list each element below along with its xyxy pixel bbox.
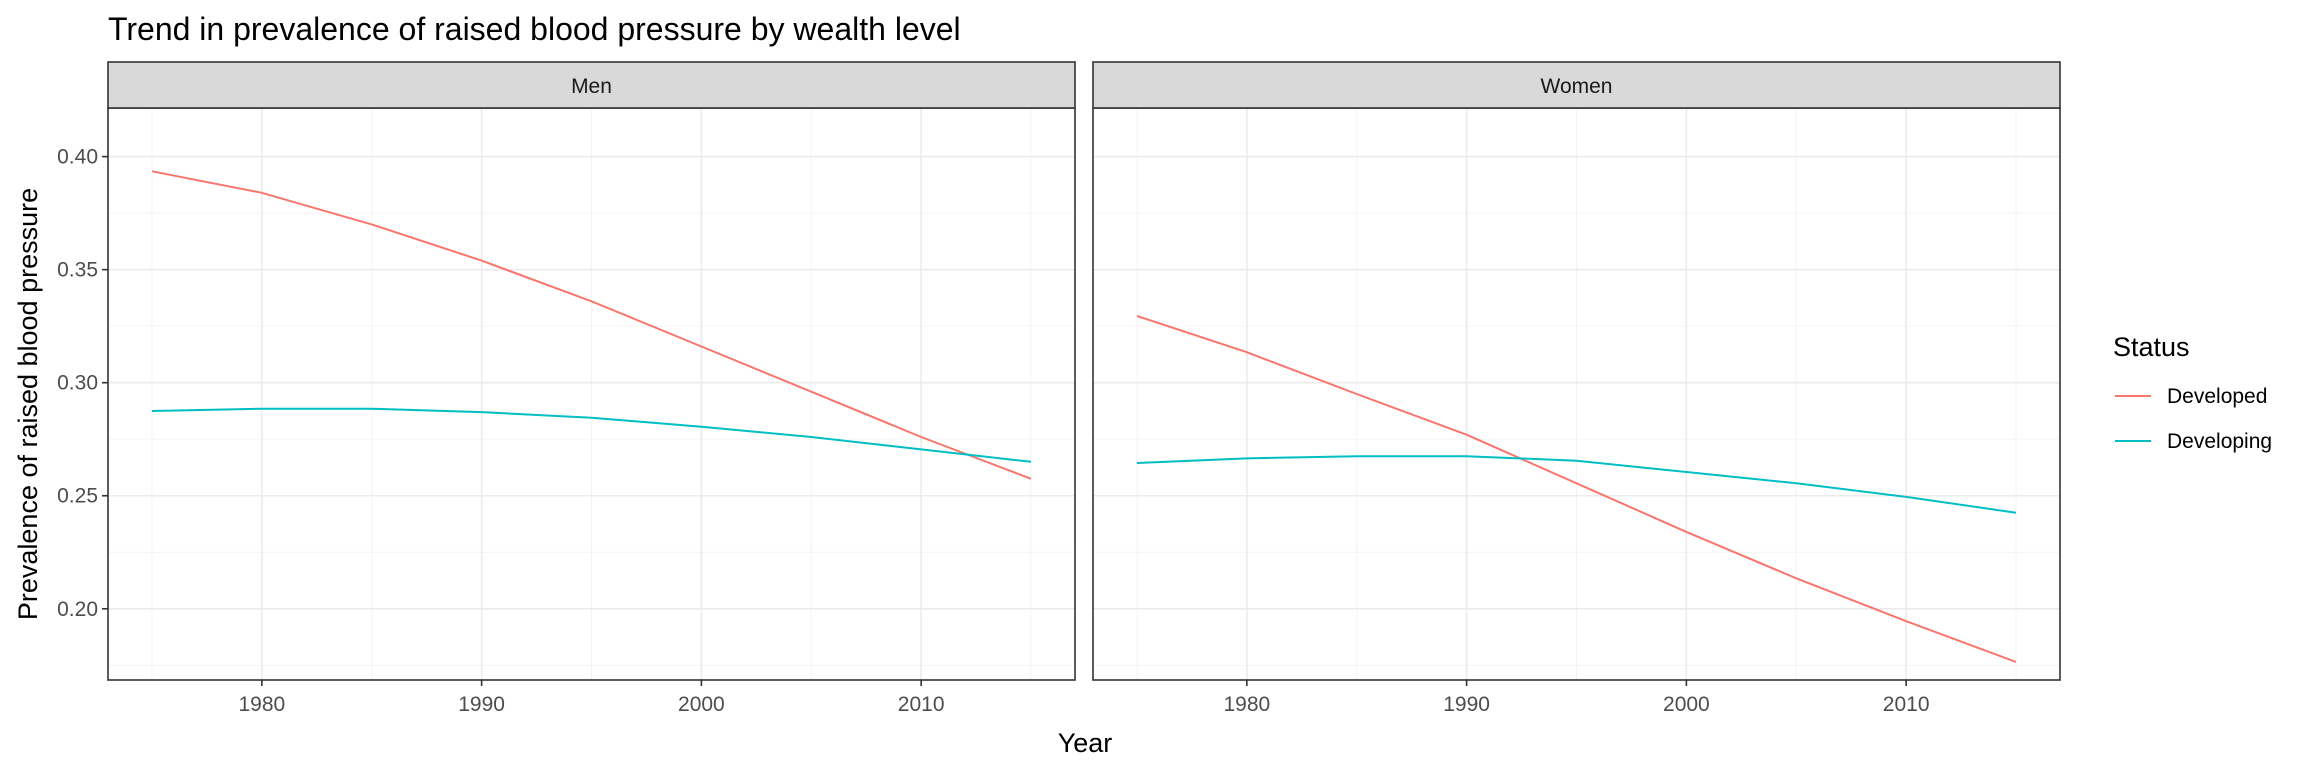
- facet-strip: [107, 61, 1076, 109]
- legend: Status Developed Developing: [2113, 332, 2272, 453]
- chart-title: Trend in prevalence of raised blood pres…: [108, 11, 961, 47]
- series-line-women-developed: [1136, 315, 2017, 663]
- x-tick-label: 2010: [1883, 693, 1930, 716]
- x-tick-label: 1990: [1443, 693, 1490, 716]
- series-line-men-developed: [151, 170, 1032, 480]
- legend-item-developed: Developed: [2115, 385, 2267, 408]
- facet-strip-label: Women: [1541, 75, 1613, 98]
- x-tick-label: 1980: [1223, 693, 1270, 716]
- panel-women: Women 1980 1990 2000 2010: [1092, 61, 2061, 716]
- legend-label: Developing: [2167, 430, 2272, 453]
- x-tick-label: 1980: [238, 693, 285, 716]
- y-tick-label: 0.25: [57, 485, 98, 508]
- y-axis-title: Prevalence of raised blood pressure: [13, 188, 43, 620]
- facet-strip-label: Men: [571, 75, 612, 98]
- y-tick-label: 0.30: [57, 372, 98, 395]
- panel-men: Men 1980 1990 2000 2010 0.20 0.25 0.30 0.35 0.40: [57, 61, 1076, 716]
- y-tick-label: 0.40: [57, 146, 98, 169]
- x-tick-label: 2010: [898, 693, 945, 716]
- series-line-men-developing: [151, 407, 1032, 463]
- x-tick-label: 2000: [678, 693, 725, 716]
- legend-item-developing: Developing: [2115, 430, 2272, 453]
- facet-strip: [1092, 61, 2061, 109]
- y-tick-label: 0.35: [57, 259, 98, 282]
- y-tick-label: 0.20: [57, 598, 98, 621]
- x-tick-label: 2000: [1663, 693, 1710, 716]
- series-line-women-developing: [1136, 455, 2017, 514]
- x-axis-title: Year: [1058, 728, 1113, 758]
- x-tick-label: 1990: [458, 693, 505, 716]
- legend-title: Status: [2113, 332, 2190, 362]
- legend-label: Developed: [2167, 385, 2267, 408]
